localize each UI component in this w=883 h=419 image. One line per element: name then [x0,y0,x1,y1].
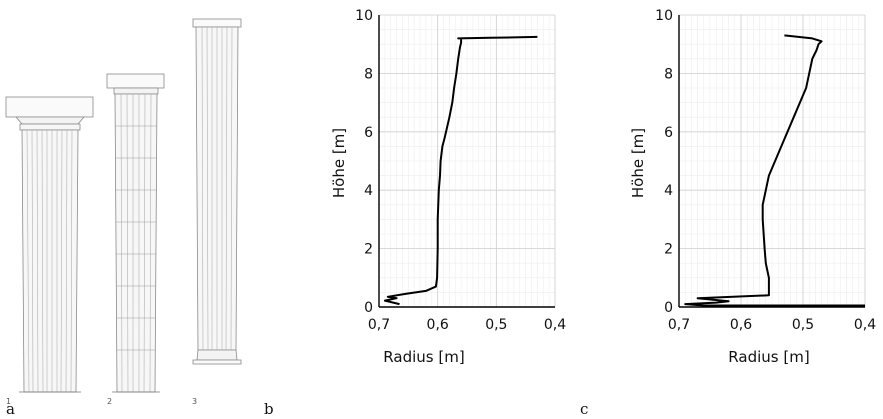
chart-b-y-tick-label: 0 [364,300,373,316]
chart-c-x-tick-label: 0,7 [668,317,690,333]
chart-b-x-axis-label: Radius [m] [383,348,464,366]
column-2-drawing [106,73,165,393]
panel-letter-c: c [580,400,588,418]
chart-b-y-tick-label: 2 [364,242,373,258]
chart-c-x-axis-label: Radius [m] [728,348,809,366]
column-number-3: 3 [192,397,197,406]
chart-b-y-axis-label: Höhe [m] [330,128,348,198]
chart-c-y-ticks: 0 2 4 6 8 10 [655,8,673,316]
chart-b-y-tick-label: 4 [364,183,373,199]
column-number-1: 1 [6,397,11,406]
chart-c-y-tick-label: 0 [664,300,673,316]
chart-c: 0,7 0,6 0,5 0,4 0 2 4 6 8 10 Radius [m] Höhe [m] [629,8,876,366]
chart-b-y-ticks: 0 2 4 6 8 10 [355,8,373,316]
chart-c-y-tick-label: 8 [664,66,673,82]
chart-c-y-axis-label: Höhe [m] [629,128,647,198]
chart-b-y-tick-label: 8 [364,66,373,82]
chart-c-grid [678,14,866,308]
chart-b-x-tick-label: 0,6 [427,317,449,333]
chart-b-grid [378,14,556,308]
chart-b-x-tick-label: 0,4 [544,317,566,333]
chart-c-y-tick-label: 4 [664,183,673,199]
chart-c-y-tick-label: 2 [664,242,673,258]
chart-c-y-tick-label: 10 [655,8,673,24]
chart-b-x-tick-label: 0,7 [368,317,390,333]
column-3-drawing [192,18,242,365]
panel-letter-a: a [6,400,15,418]
chart-c-series-line [684,34,865,307]
panel-a-columns [5,18,242,393]
column-1-drawing [5,96,94,393]
chart-c-y-tick-label: 6 [664,125,673,141]
chart-b-frame [378,15,555,308]
column-number-2: 2 [107,397,112,406]
chart-b-series-line [383,35,538,306]
chart-b-y-tick-label: 10 [355,8,373,24]
chart-b-x-tick-label: 0,5 [485,317,507,333]
chart-b: 0,7 0,6 0,5 0,4 0 2 4 6 8 10 Radius [m] Höhe [m] [330,8,566,366]
chart-b-y-tick-label: 6 [364,125,373,141]
panel-letter-b: b [264,400,274,418]
chart-c-frame [678,15,865,308]
chart-c-x-tick-label: 0,5 [792,317,814,333]
chart-c-x-tick-label: 0,4 [854,317,876,333]
chart-b-x-ticks: 0,7 0,6 0,5 0,4 [368,317,566,333]
chart-c-x-tick-label: 0,6 [730,317,752,333]
chart-c-x-ticks: 0,7 0,6 0,5 0,4 [668,317,876,333]
